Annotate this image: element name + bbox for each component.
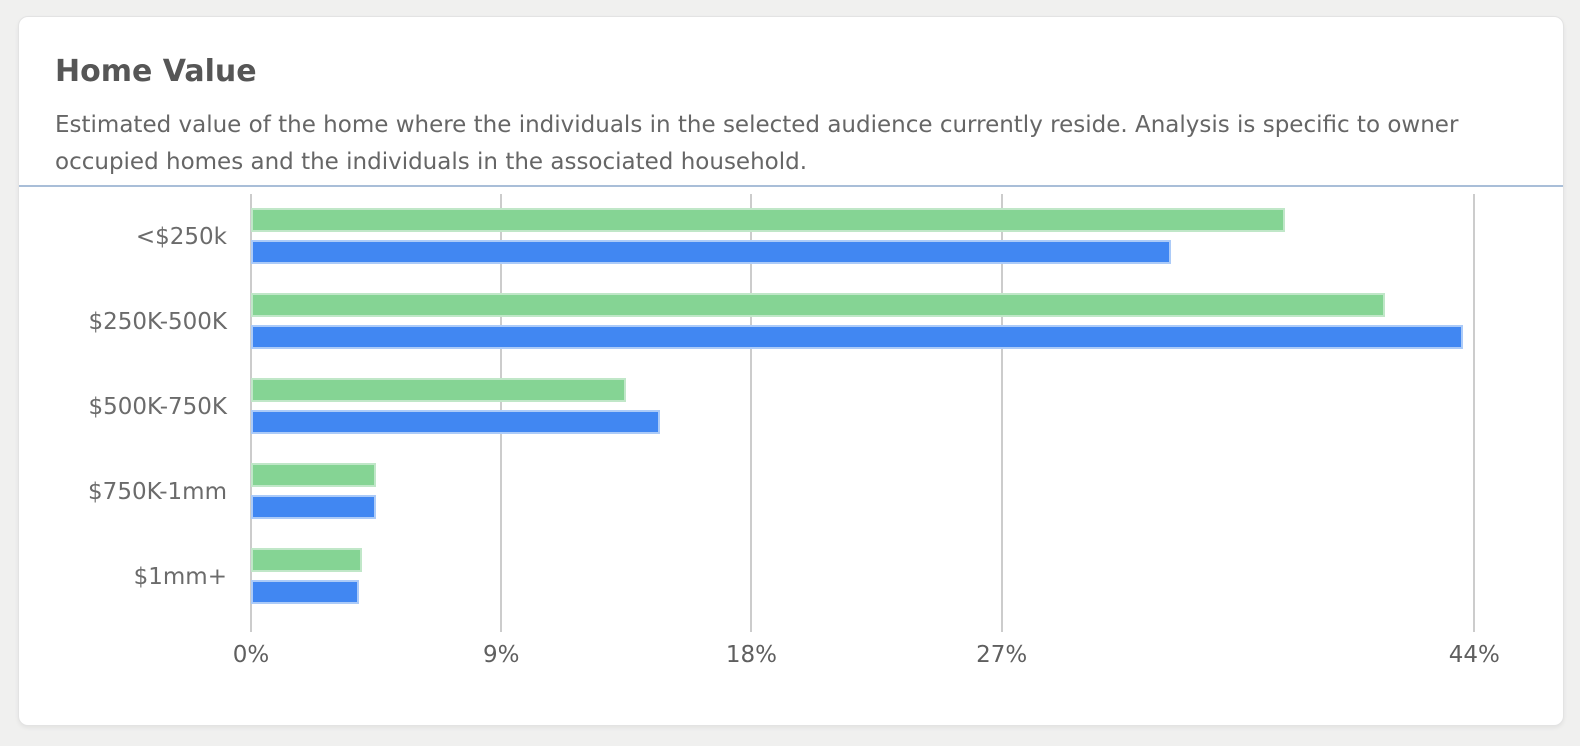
row-bars	[251, 534, 1541, 619]
bar-green[interactable]	[251, 378, 627, 402]
bar-blue[interactable]	[251, 240, 1172, 264]
x-tick-label: 9%	[482, 642, 520, 668]
x-tick	[250, 619, 252, 632]
x-tick-label: 44%	[1448, 642, 1500, 668]
x-gridline	[250, 194, 252, 619]
category-label: $500K-750K	[88, 393, 227, 420]
row-bars	[251, 279, 1541, 364]
card-description: Estimated value of the home where the in…	[55, 112, 1459, 175]
bar-blue[interactable]	[251, 410, 660, 434]
row-bars	[251, 449, 1541, 534]
row-bars	[251, 364, 1541, 449]
bar-blue[interactable]	[251, 495, 377, 519]
home-value-card: Home Value Estimated value of the home w…	[18, 16, 1564, 726]
category-label: <$250k	[135, 223, 227, 250]
x-tick-label: 27%	[976, 642, 1028, 668]
chart-row: $500K-750K	[19, 364, 1541, 449]
bar-blue[interactable]	[251, 580, 360, 604]
x-tick	[750, 619, 753, 632]
x-tick	[500, 619, 503, 632]
chart-row: $1mm+	[19, 534, 1541, 619]
x-axis-grid: 0% 9% 18% 27% 44%	[233, 194, 1541, 668]
bar-green[interactable]	[251, 548, 363, 572]
chart-row: <$250k	[19, 194, 1541, 279]
category-label: $1mm+	[133, 563, 227, 590]
x-gridline	[500, 194, 503, 619]
x-gridline	[1000, 194, 1003, 619]
bar-green[interactable]	[251, 293, 1386, 317]
row-bars	[251, 194, 1541, 279]
bar-blue[interactable]	[251, 325, 1464, 349]
bar-green[interactable]	[251, 208, 1286, 232]
x-tick	[1000, 619, 1003, 632]
card-header: Home Value Estimated value of the home w…	[55, 53, 1523, 181]
header-divider	[19, 185, 1563, 187]
home-value-chart: 0% 9% 18% 27% 44% <$250k $250K-500K $500K-750K…	[19, 194, 1541, 694]
chart-row: $750K-1mm	[19, 449, 1541, 534]
category-label: $250K-500K	[88, 308, 227, 335]
chart-rows: <$250k $250K-500K $500K-750K $750K-1mm $1mm+	[19, 194, 1541, 619]
chart-row: $250K-500K	[19, 279, 1541, 364]
x-tick-label: 0%	[232, 642, 270, 668]
x-tick-label: 18%	[725, 642, 777, 668]
card-title: Home Value	[55, 54, 257, 89]
x-tick	[1473, 619, 1476, 632]
x-gridline	[750, 194, 753, 619]
category-label: $750K-1mm	[88, 478, 227, 505]
bar-green[interactable]	[251, 463, 377, 487]
x-gridline	[1473, 194, 1476, 619]
